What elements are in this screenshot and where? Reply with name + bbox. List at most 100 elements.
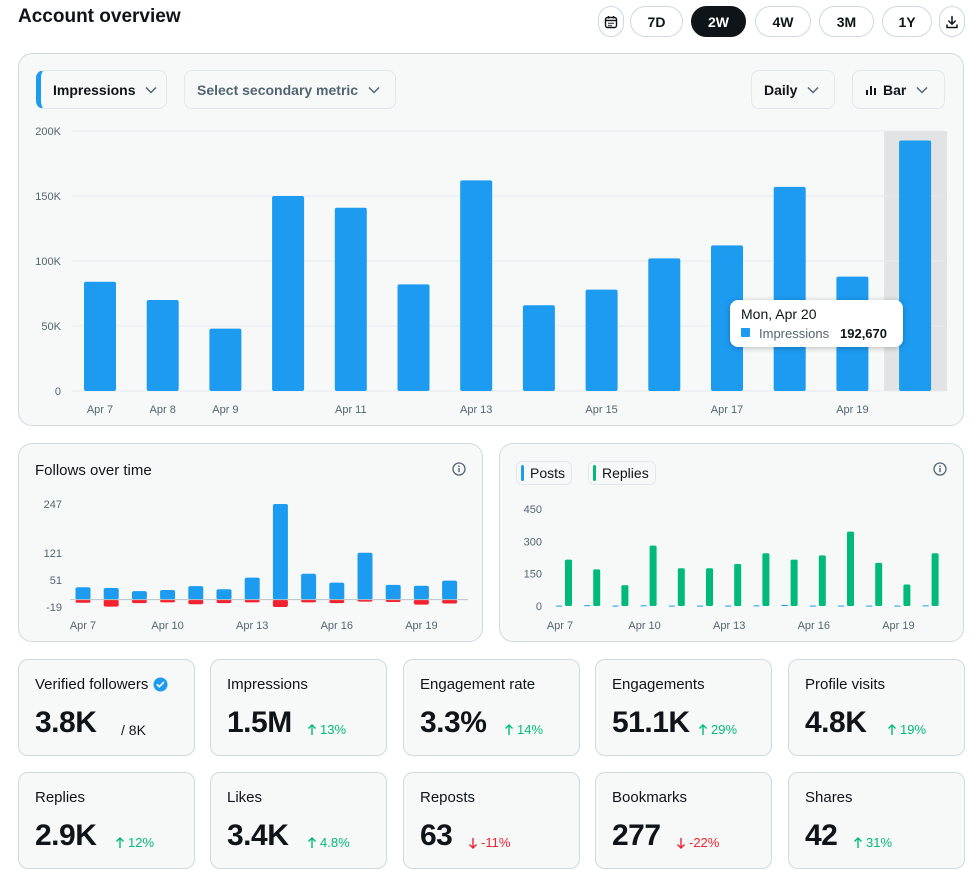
unfollows-bar[interactable] [385, 599, 401, 602]
impressions-bar[interactable] [460, 180, 493, 391]
metric-card[interactable]: Reposts 63 -11% [403, 772, 580, 869]
replies-bar[interactable] [931, 553, 939, 606]
metric-card[interactable]: Verified followers 3.8K / 8K [18, 659, 195, 756]
replies-bar[interactable] [790, 559, 798, 606]
replies-bar[interactable] [649, 545, 657, 606]
impressions-bar[interactable] [585, 289, 618, 391]
posts-bar[interactable] [781, 604, 788, 606]
range-2w-button[interactable]: 2W [691, 6, 746, 37]
replies-bar[interactable] [762, 553, 770, 606]
range-1y-button[interactable]: 1Y [882, 6, 932, 37]
posts-bar[interactable] [640, 605, 647, 607]
range-4w-button[interactable]: 4W [755, 6, 811, 37]
interval-dropdown[interactable]: Daily [751, 70, 835, 109]
range-3m-button[interactable]: 3M [819, 6, 874, 37]
posts-bar[interactable] [725, 605, 732, 607]
impressions-bar[interactable] [84, 281, 116, 391]
posts-bar[interactable] [894, 605, 901, 607]
posts-bar[interactable] [697, 605, 703, 607]
impressions-bar[interactable] [209, 328, 242, 391]
replies-bar[interactable] [677, 568, 685, 606]
posts-bar[interactable] [753, 605, 760, 607]
follows-bar[interactable] [188, 586, 204, 600]
metric-card[interactable]: Likes 3.4K 4.8% [210, 772, 387, 869]
replies-bar[interactable] [903, 584, 911, 606]
impressions-bar[interactable] [146, 300, 179, 391]
x-tick-label: Apr 7 [547, 620, 573, 632]
posts-bar[interactable] [668, 605, 675, 607]
follows-bar[interactable] [244, 577, 260, 600]
follows-bar[interactable] [357, 552, 373, 600]
impressions-bar[interactable] [899, 140, 932, 391]
follows-bar[interactable] [385, 584, 401, 600]
unfollows-bar[interactable] [413, 599, 429, 605]
chevron-down-icon [145, 86, 158, 94]
metric-card[interactable]: Profile visits 4.8K 19% [788, 659, 965, 756]
follows-bar[interactable] [413, 585, 429, 600]
unfollows-bar[interactable] [216, 599, 232, 604]
follows-bar[interactable] [103, 588, 119, 600]
posts-bar[interactable] [922, 605, 929, 607]
calendar-button[interactable] [598, 6, 624, 37]
follows-bar[interactable] [216, 589, 232, 600]
follows-bar[interactable] [442, 580, 458, 600]
posts-bar[interactable] [612, 605, 619, 607]
unfollows-bar[interactable] [131, 599, 147, 604]
x-tick-label: Apr 11 [335, 404, 367, 416]
y-tick-label: 100K [35, 256, 61, 268]
unfollows-bar[interactable] [160, 599, 176, 603]
legend-posts[interactable]: Posts [516, 461, 573, 485]
metric-change-text: -22% [689, 835, 720, 850]
info-icon[interactable] [933, 462, 947, 476]
posts-bar[interactable] [556, 605, 562, 607]
unfollows-bar[interactable] [442, 599, 458, 604]
replies-bar[interactable] [593, 569, 601, 606]
download-button[interactable] [939, 6, 965, 37]
replies-bar[interactable] [875, 562, 883, 606]
metric-card[interactable]: Engagement rate 3.3% 14% [403, 659, 580, 756]
x-tick-label: Apr 10 [628, 620, 660, 632]
metric-card[interactable]: Bookmarks 277 -22% [595, 772, 772, 869]
replies-bar[interactable] [621, 585, 629, 606]
unfollows-bar[interactable] [244, 599, 260, 603]
unfollows-bar[interactable] [103, 599, 119, 607]
chart-type-dropdown[interactable]: Bar [852, 70, 945, 109]
follows-bar[interactable] [75, 587, 91, 600]
primary-metric-dropdown[interactable]: Impressions [36, 70, 167, 109]
follows-bar[interactable] [301, 573, 317, 600]
unfollows-bar[interactable] [329, 599, 345, 604]
metric-card[interactable]: Impressions 1.5M 13% [210, 659, 387, 756]
impressions-bar[interactable] [648, 258, 681, 391]
replies-bar[interactable] [734, 563, 742, 606]
metric-card[interactable]: Replies 2.9K 12% [18, 772, 195, 869]
impressions-bar[interactable] [334, 207, 367, 391]
impressions-bar[interactable] [711, 245, 743, 391]
posts-bar[interactable] [838, 605, 844, 607]
unfollows-bar[interactable] [301, 599, 317, 603]
unfollows-bar[interactable] [188, 599, 204, 605]
unfollows-bar[interactable] [75, 599, 91, 603]
impressions-bar[interactable] [522, 305, 555, 391]
follows-bar[interactable] [160, 589, 176, 600]
impressions-bar[interactable] [272, 196, 305, 391]
metric-card[interactable]: Shares 42 31% [788, 772, 965, 869]
unfollows-bar[interactable] [272, 599, 288, 607]
follows-bar[interactable] [329, 582, 345, 600]
info-icon[interactable] [452, 462, 466, 476]
impressions-bar[interactable] [397, 284, 430, 391]
posts-bar[interactable] [584, 605, 591, 607]
metric-value: 2.9K [35, 819, 97, 852]
metric-card[interactable]: Engagements 51.1K 29% [595, 659, 772, 756]
replies-bar[interactable] [706, 568, 713, 606]
legend-replies[interactable]: Replies [588, 461, 656, 485]
replies-bar[interactable] [847, 531, 854, 606]
posts-bar[interactable] [809, 605, 816, 607]
range-7d-button[interactable]: 7D [630, 6, 683, 37]
metric-label: Bookmarks [612, 789, 687, 806]
replies-bar[interactable] [565, 559, 572, 606]
replies-bar[interactable] [818, 555, 826, 606]
follows-bar[interactable] [272, 504, 288, 600]
secondary-metric-dropdown[interactable]: Select secondary metric [184, 70, 396, 109]
follows-bar[interactable] [131, 591, 147, 600]
posts-bar[interactable] [866, 605, 873, 607]
